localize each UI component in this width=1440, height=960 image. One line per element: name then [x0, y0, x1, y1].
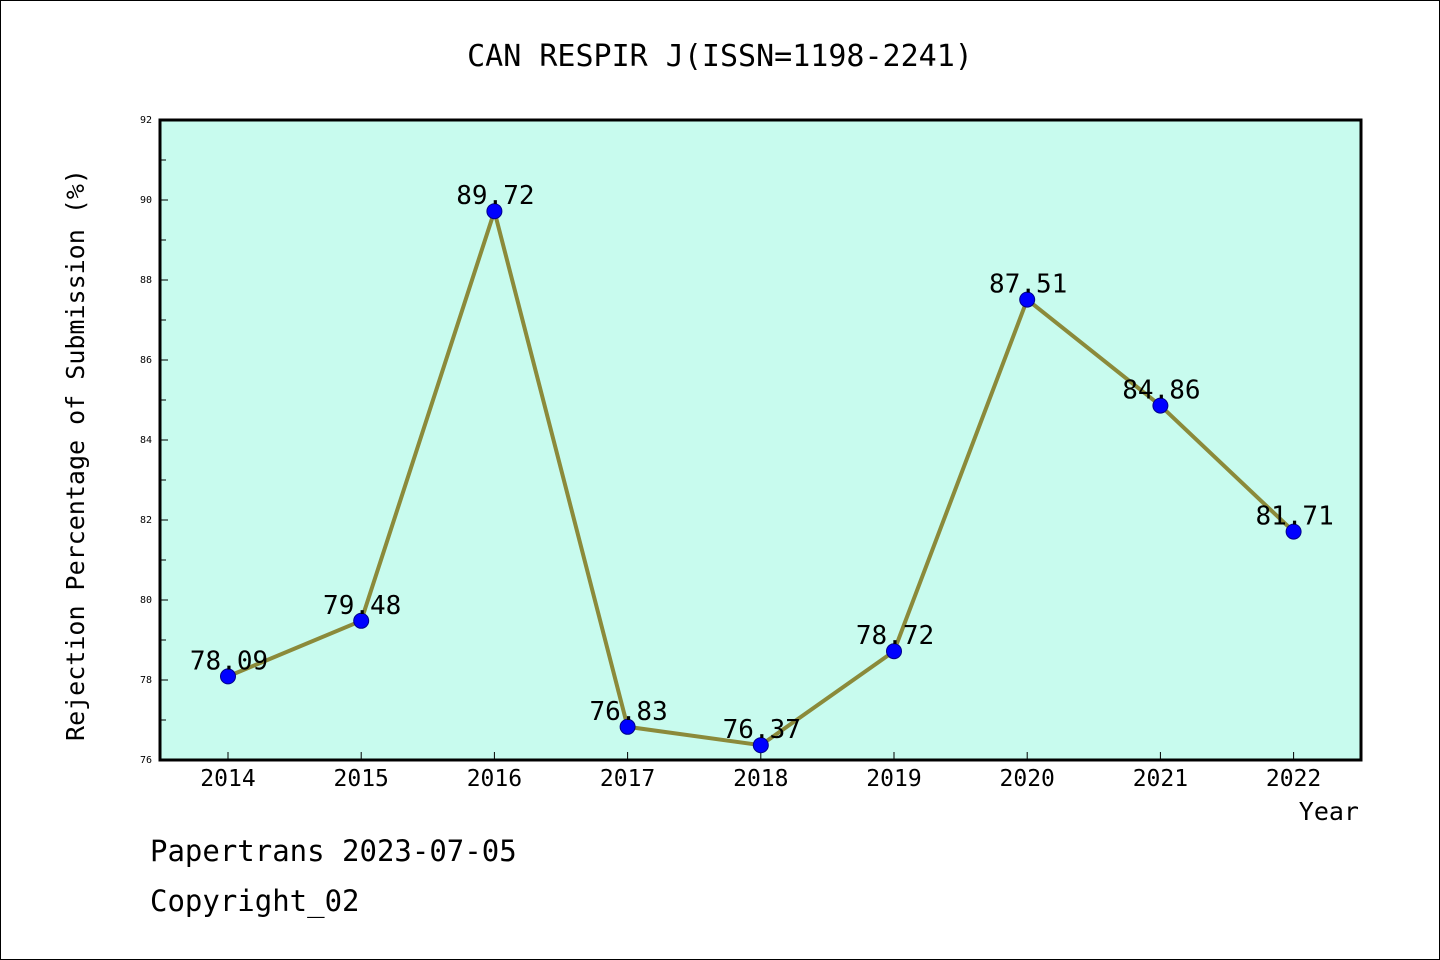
data-label: 78.72	[856, 621, 934, 651]
data-point	[619, 718, 636, 735]
data-label: 81.71	[1255, 502, 1333, 532]
data-point	[353, 612, 370, 629]
y-tick-label: 92	[140, 115, 152, 126]
y-tick-label: 78	[140, 675, 152, 686]
x-tick-label: 2021	[1133, 766, 1188, 792]
y-tick-label: 80	[140, 595, 152, 606]
x-tick-label: 2020	[1000, 766, 1055, 792]
x-tick-label: 2019	[866, 766, 921, 792]
data-point	[1285, 523, 1302, 540]
series-layer	[220, 203, 1302, 754]
x-tick-label: 2014	[200, 766, 255, 792]
y-tick-label: 76	[140, 755, 152, 766]
data-point	[486, 203, 503, 220]
y-tick-label: 90	[140, 195, 152, 206]
data-label: 89.72	[456, 181, 534, 211]
footer-copyright: Copyright_02	[150, 884, 360, 918]
footer-date: Papertrans 2023-07-05	[150, 834, 517, 868]
x-tick-label: 2016	[467, 766, 522, 792]
y-tick-label: 88	[140, 275, 152, 286]
data-point	[752, 737, 769, 754]
data-label: 79.48	[323, 591, 401, 621]
data-point	[886, 643, 902, 660]
data-label: 76.37	[723, 715, 801, 745]
y-axis-label: Rejection Percentage of Submission (%)	[61, 169, 90, 741]
y-tick-label: 84	[140, 435, 152, 446]
data-label: 76.83	[589, 697, 667, 727]
data-point	[1152, 397, 1169, 414]
data-label: 84.86	[1122, 376, 1200, 406]
y-axis-ticks: 76 78 80 82 84 86 88 90 92	[140, 115, 168, 766]
data-label: 87.51	[989, 270, 1067, 300]
y-tick-label: 86	[140, 355, 152, 366]
x-tick-label: 2018	[733, 766, 788, 792]
x-axis-label: Year	[1299, 797, 1359, 826]
y-tick-label: 82	[140, 515, 152, 526]
chart-title: CAN RESPIR J(ISSN=1198-2241)	[467, 39, 973, 74]
data-label: 78.09	[190, 646, 268, 676]
plot-area	[158, 118, 1363, 762]
data-point	[220, 668, 236, 685]
x-axis-ticks: 2014 2015 2016 2017 2018 2019 2020 2021 2022	[200, 752, 1321, 792]
data-label-layer: 78.09 79.48 89.72 76.83 76.37 78.72 87.51 84.86…	[190, 181, 1334, 745]
x-tick-label: 2015	[334, 766, 389, 792]
x-tick-label: 2017	[600, 766, 655, 792]
x-tick-label: 2022	[1266, 766, 1321, 792]
data-point	[1019, 291, 1036, 308]
